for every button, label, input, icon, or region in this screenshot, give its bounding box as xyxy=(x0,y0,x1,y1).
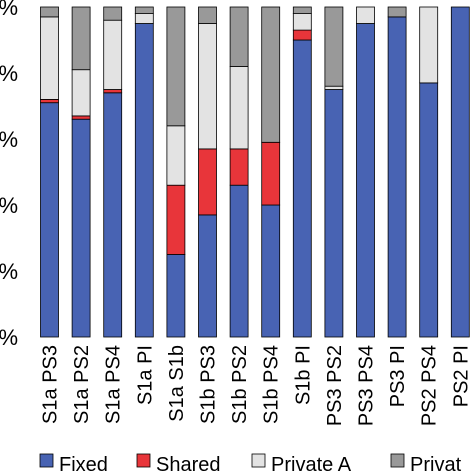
bar-segment-private-b xyxy=(71,6,91,71)
bar-segment-fixed xyxy=(261,204,281,338)
y-tick-label: % xyxy=(0,325,18,350)
x-tick-label: PS2 PS4 xyxy=(419,345,441,426)
x-tick-label: PS2 PI xyxy=(450,345,472,407)
y-tick-label: % xyxy=(0,0,18,20)
bar-segment-private-b xyxy=(134,6,154,14)
legend-label: Fixed xyxy=(59,454,108,474)
bar-segment-private-a xyxy=(356,6,375,24)
legend-swatch xyxy=(136,453,151,468)
y-tick-label: % xyxy=(0,193,18,218)
bar-segment-shared xyxy=(103,89,123,94)
x-tick-label: S1b PI xyxy=(292,345,314,405)
y-axis-tick-labels: %%%%%% xyxy=(0,0,18,350)
bar-segment-private-a xyxy=(71,69,91,117)
bar-area xyxy=(40,6,470,338)
legend: Fixed Shared Private A Privat xyxy=(39,453,462,474)
x-tick-label: S1a PS4 xyxy=(103,345,125,424)
bar-segment-shared xyxy=(229,148,249,186)
x-tick-label: S1a PI xyxy=(134,345,156,405)
x-axis-category-labels: S1a PS3 S1a PS2 S1a PS4 S1a PI S1a S1b S1b PS… xyxy=(40,345,473,426)
bar-segment-shared xyxy=(198,148,217,216)
y-tick-label: % xyxy=(0,259,18,284)
bar-segment-private-a xyxy=(198,23,217,150)
x-tick-label: S1b PS3 xyxy=(198,345,220,424)
x-tick-label: S1a PS3 xyxy=(40,345,62,424)
bar-segment-private-a xyxy=(134,13,154,24)
bar-segment-private-b xyxy=(103,6,123,21)
bar-segment-fixed xyxy=(134,23,154,338)
legend-label: Shared xyxy=(156,454,221,474)
bar-segment-fixed xyxy=(356,23,375,338)
bar-segment-fixed xyxy=(292,39,312,338)
bar-segment-shared xyxy=(71,115,91,120)
bar-segment-fixed xyxy=(40,102,59,338)
x-tick-label: S1b PS4 xyxy=(261,345,283,424)
legend-swatch xyxy=(39,453,54,468)
bar-segment-shared xyxy=(261,141,281,206)
bar-segment-fixed xyxy=(387,16,407,338)
bar-segment-fixed xyxy=(71,118,91,338)
x-tick-label: PS3 PS2 xyxy=(324,345,346,426)
bar-segment-private-b xyxy=(387,6,407,18)
bar-segment-private-b xyxy=(198,6,217,24)
bar-segment-fixed xyxy=(324,89,344,338)
y-tick-label: % xyxy=(0,127,18,152)
bar-segment-fixed xyxy=(198,214,217,338)
bar-segment-private-b xyxy=(324,6,344,87)
bar-segment-fixed xyxy=(419,82,439,338)
bar-segment-private-b xyxy=(40,6,59,18)
legend-swatch xyxy=(251,453,266,468)
bar-segment-private-a xyxy=(166,125,186,186)
bar-segment-private-a xyxy=(103,19,123,90)
x-tick-label: S1b PS2 xyxy=(229,345,251,424)
x-tick-label: S1a S1b xyxy=(166,345,188,422)
x-tick-label: PS3 PI xyxy=(387,345,409,407)
bar-segment-fixed xyxy=(103,92,123,338)
bar-segment-private-b xyxy=(292,6,312,14)
y-tick-label: % xyxy=(0,61,18,86)
x-tick-label: S1a PS2 xyxy=(71,345,93,424)
bar-segment-private-a xyxy=(292,13,312,31)
bar-segment-fixed xyxy=(166,254,186,338)
bar-segment-private-a xyxy=(419,6,439,84)
bar-segment-private-a xyxy=(229,66,249,150)
bar-segment-private-b xyxy=(261,6,281,143)
bar-segment-fixed xyxy=(450,6,470,338)
bar-segment-private-a xyxy=(40,16,59,100)
legend-label: Privat xyxy=(410,454,462,474)
legend-label: Private A xyxy=(271,454,352,474)
x-tick-label: PS3 PS4 xyxy=(356,345,378,426)
legend-swatch xyxy=(390,453,405,468)
bar-segment-private-a xyxy=(324,85,344,90)
bar-segment-private-b xyxy=(166,6,186,127)
bar-segment-fixed xyxy=(229,184,249,338)
bar-segment-private-b xyxy=(229,6,249,67)
bar-segment-shared xyxy=(166,184,186,255)
bar-segment-shared xyxy=(292,29,312,41)
bar-segment-shared xyxy=(40,99,59,104)
